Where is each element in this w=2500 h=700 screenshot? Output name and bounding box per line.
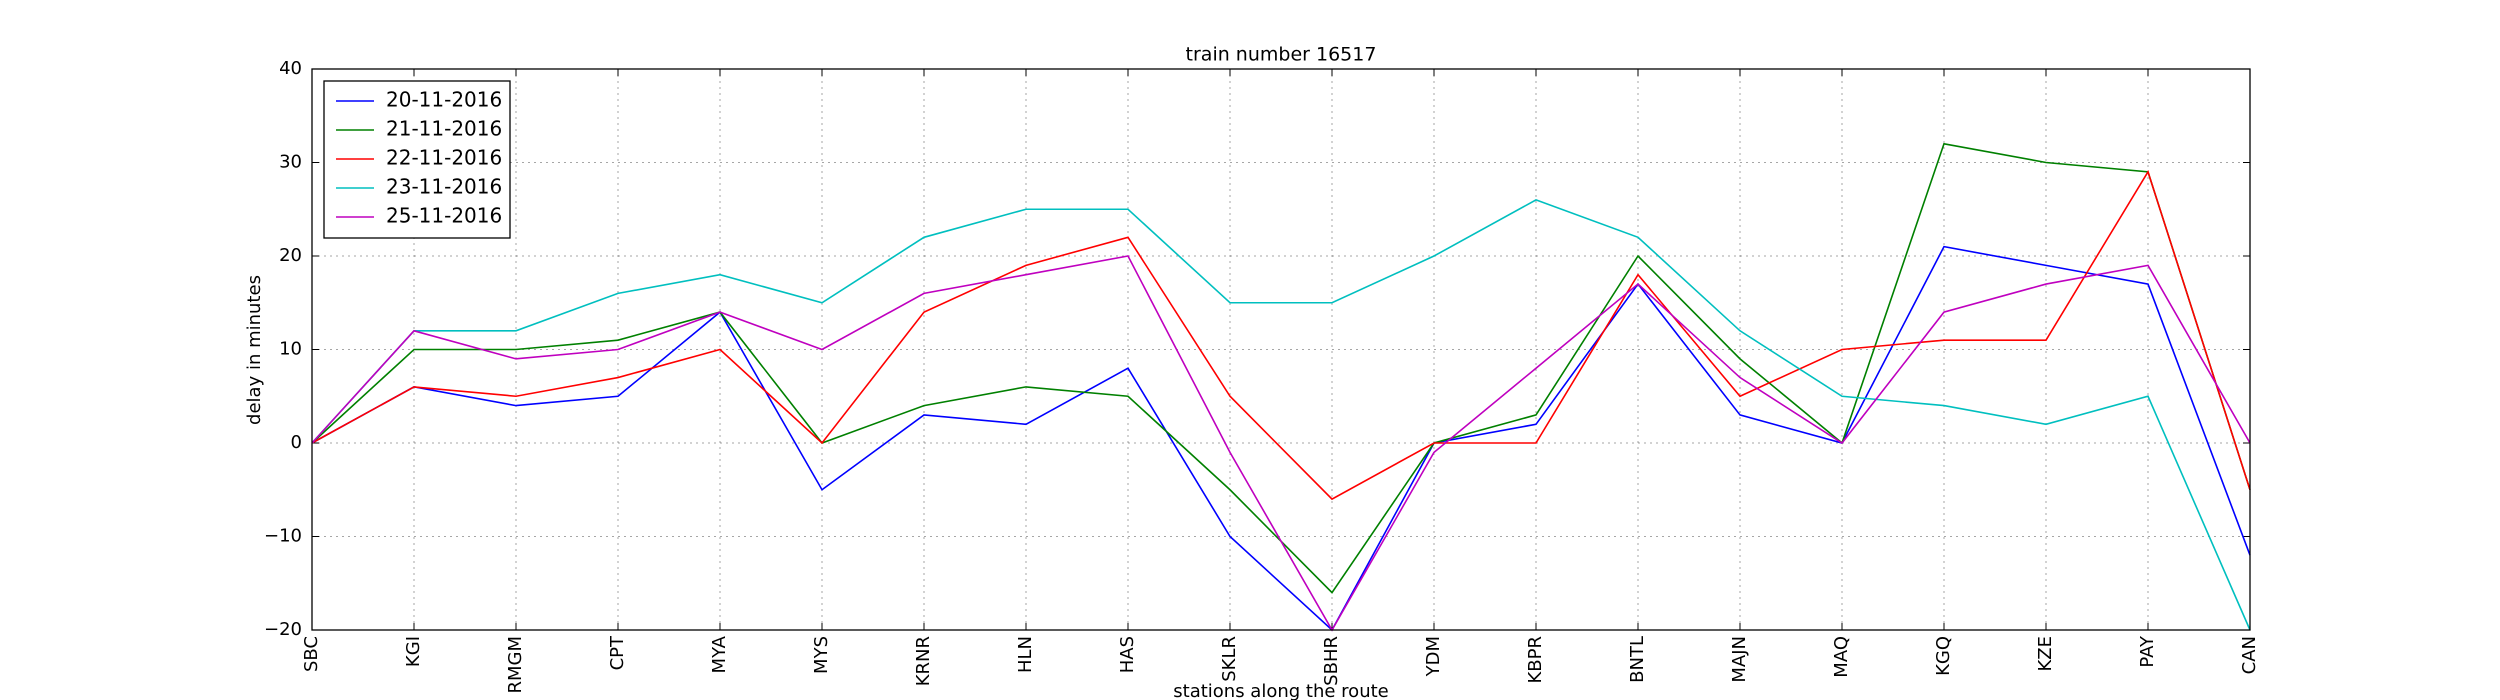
y-tick-label: 30 [279, 152, 302, 173]
data-line [311, 199, 2251, 631]
x-tick-label: YDM [1423, 636, 1444, 677]
x-axis-label: stations along the route [1173, 681, 1388, 700]
x-tick-label: KRNR [913, 636, 934, 686]
x-tick-label: MAQ [1831, 636, 1852, 678]
data-line [311, 245, 2251, 632]
x-tick-label: SKLR [1219, 636, 1240, 682]
x-tick-label: SBHR [1321, 636, 1342, 686]
x-tick-label: KZE [2035, 636, 2056, 672]
x-tick-label: PAY [2137, 635, 2158, 668]
legend-label: 23-11-2016 [386, 175, 502, 199]
x-tick-label: KGI [403, 636, 424, 667]
x-tick-label: HAS [1117, 636, 1138, 673]
x-tick-label: CAN [2239, 636, 2260, 674]
x-tick-label: MYS [811, 636, 832, 674]
x-tick-label: KGQ [1933, 636, 1954, 676]
x-tick-label: KBPR [1525, 636, 1546, 684]
data-line [311, 169, 2251, 501]
x-tick-label: MYA [709, 635, 730, 673]
y-tick-label: −10 [264, 526, 302, 547]
data-line [311, 255, 2251, 632]
x-tick-label: HLN [1015, 636, 1036, 673]
legend-label: 21-11-2016 [386, 117, 502, 141]
y-tick-label: 20 [279, 245, 302, 266]
x-tick-label: CPT [607, 635, 628, 670]
x-tick-label: BNTL [1627, 636, 1648, 683]
y-tick-label: 10 [279, 339, 302, 360]
data-line [311, 142, 2251, 594]
plot-frame [311, 68, 2251, 631]
x-tick-label: SBC [301, 636, 322, 672]
legend-label: 20-11-2016 [386, 88, 502, 112]
y-tick-label: 40 [279, 58, 302, 79]
legend-label: 22-11-2016 [386, 146, 502, 170]
chart-title: train number 16517 [1186, 44, 1377, 66]
legend-label: 25-11-2016 [386, 204, 502, 228]
x-tick-label: RMGM [505, 636, 526, 694]
y-tick-label: −20 [264, 619, 302, 640]
x-tick-label: MAJN [1729, 636, 1750, 683]
y-axis-label: delay in minutes [244, 275, 265, 425]
y-tick-label: 0 [291, 432, 302, 453]
